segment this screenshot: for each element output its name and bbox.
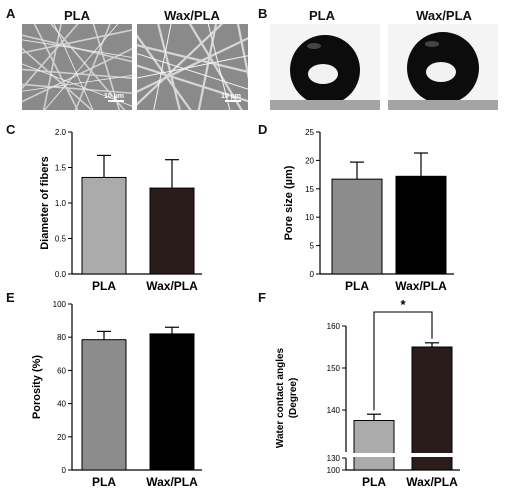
droplet-image-pla (270, 24, 380, 110)
y-tick-label: 1.5 (55, 164, 67, 173)
sem-image-wax-pla: 10 µm (137, 24, 248, 110)
bar-pla (331, 178, 383, 275)
y-tick-label: 0.0 (55, 270, 67, 279)
panel-letter-e: E (6, 290, 15, 305)
bar-wax-pla (395, 175, 447, 275)
axis-break-gap (340, 453, 458, 457)
panel-letter-f: F (258, 290, 266, 305)
droplet-graphic-pla (270, 35, 380, 110)
panel-letter-d: D (258, 122, 268, 137)
scale-bar-pla (108, 100, 124, 102)
droplet-graphic-wax-pla (388, 32, 498, 110)
bar-wax-pla (149, 187, 195, 275)
x-category-label: Wax/PLA (406, 475, 458, 489)
y-tick-label: 150 (327, 364, 341, 373)
x-category-label: PLA (92, 475, 116, 489)
scale-label-wax-pla: 10 µm (221, 93, 241, 100)
bar-wax-pla (149, 333, 195, 471)
y-tick-label: 10 (305, 213, 314, 222)
y-tick-label: 100 (53, 300, 67, 309)
y-tick-label: 20 (305, 156, 314, 165)
x-category-label: Wax/PLA (146, 279, 198, 293)
bar-wax-pla (411, 346, 453, 471)
significance-bracket (373, 311, 433, 411)
sem-label-pla: PLA (64, 8, 90, 23)
y-axis-title: Porosity (%) (31, 355, 43, 420)
y-tick-label: 5 (310, 242, 315, 251)
sem-label-wax-pla: Wax/PLA (164, 8, 220, 23)
bar-pla (353, 420, 395, 471)
chart-fiber-diameter: 0.0 0.5 1.0 1.5 2.0 Diameter of fibers PLA Wax/… (39, 128, 202, 293)
chart-porosity: 0 20 40 60 80 100 Porosity (%) PLA Wax/PLA (31, 300, 202, 489)
bar-pla (81, 339, 127, 471)
droplet-label-pla: PLA (309, 8, 335, 23)
x-category-label: PLA (92, 279, 116, 293)
y-axis-title: Diameter of fibers (39, 156, 51, 250)
y-tick-label: 140 (327, 406, 341, 415)
panel-letter-a: A (6, 6, 16, 21)
y-axis-title: Water contact angles (275, 347, 286, 448)
panel-letter-c: C (6, 122, 16, 137)
y-tick-label: 40 (57, 400, 66, 409)
y-tick-label: 60 (57, 366, 66, 375)
y-tick-label: 130 (327, 454, 341, 463)
y-tick-label: 160 (327, 322, 341, 331)
y-tick-label: 100 (327, 466, 341, 475)
sem-fibers-wax-pla-graphic (137, 24, 248, 110)
bar-pla (81, 176, 127, 275)
y-tick-label: 25 (305, 128, 314, 137)
scale-label-pla: 10 µm (104, 93, 124, 100)
y-axis-title-unit: (Degree) (288, 378, 299, 419)
y-tick-label: 1.0 (55, 199, 67, 208)
significance-star: * (400, 297, 406, 312)
droplet-image-wax-pla (388, 24, 498, 110)
sem-fibers-pla-graphic (22, 24, 132, 110)
y-tick-label: 0 (62, 466, 67, 475)
y-tick-label: 2.0 (55, 128, 67, 137)
chart-pore-size: 0 5 10 15 20 25 Pore size (µm) PLA Wax/PLA (283, 128, 454, 293)
x-category-label: Wax/PLA (146, 475, 198, 489)
y-tick-label: 0.5 (55, 235, 67, 244)
sem-image-pla: 10 µm (22, 24, 132, 110)
y-tick-label: 20 (57, 433, 66, 442)
panel-letter-b: B (258, 6, 268, 21)
scale-bar-wax-pla (225, 100, 241, 102)
droplet-label-wax-pla: Wax/PLA (416, 8, 472, 23)
y-tick-label: 0 (310, 270, 315, 279)
chart-water-contact-angle: 100 130 140 150 160 Water contact angles (Degr… (275, 297, 460, 489)
y-tick-label: 80 (57, 333, 66, 342)
y-tick-label: 15 (305, 185, 314, 194)
x-category-label: Wax/PLA (395, 279, 447, 293)
x-category-label: PLA (362, 475, 386, 489)
x-category-label: PLA (345, 279, 369, 293)
y-axis-title: Pore size (µm) (283, 165, 295, 240)
